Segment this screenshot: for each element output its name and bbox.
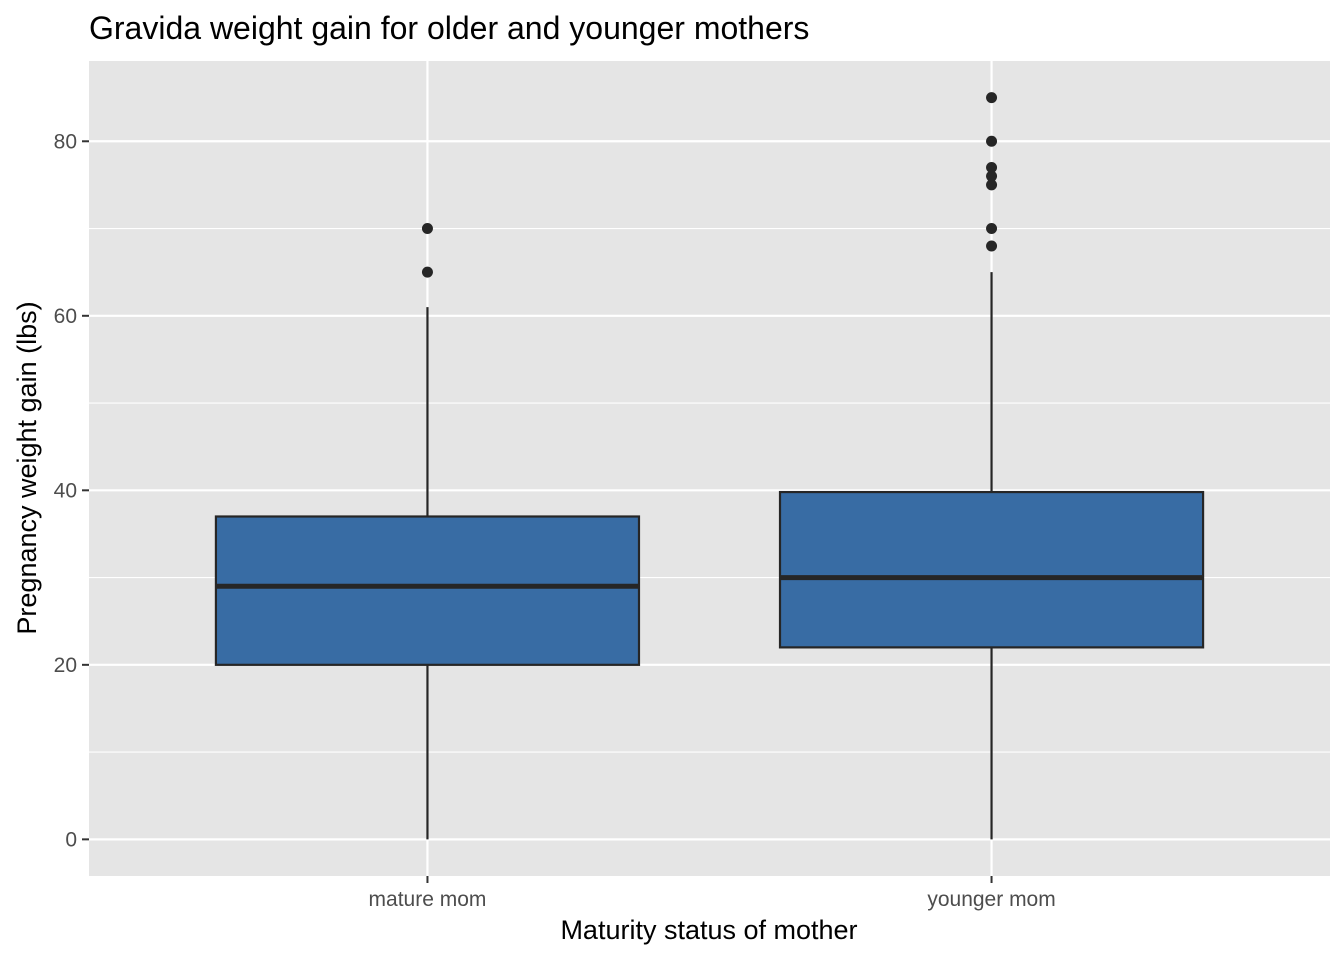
outlier-point (986, 179, 998, 191)
box-iqr (214, 515, 641, 666)
box-iqr (778, 490, 1205, 649)
outlier-point (986, 223, 998, 235)
x-tick-label: mature mom (369, 888, 487, 911)
x-tick-label: younger mom (927, 888, 1055, 911)
plot-panel (89, 61, 1330, 876)
axes: 0 20 40 60 80 mature mom younger mom (54, 130, 1056, 911)
y-tick-label: 0 (65, 828, 77, 851)
x-axis-title: Maturity status of mother (560, 915, 857, 945)
outlier-point (421, 223, 433, 235)
outlier-point (986, 135, 998, 147)
y-tick-label: 40 (54, 479, 77, 502)
outlier-point (421, 266, 433, 278)
y-tick-label: 60 (54, 305, 77, 328)
y-tick-label: 20 (54, 654, 77, 677)
chart-title: Gravida weight gain for older and younge… (89, 10, 809, 46)
y-axis-title: Pregnancy weight gain (lbs) (12, 301, 42, 634)
outlier-point (986, 170, 998, 182)
outlier-point (986, 92, 998, 104)
boxes (214, 92, 1205, 840)
outlier-point (986, 161, 998, 173)
y-tick-label: 80 (54, 130, 77, 153)
box-group (214, 223, 641, 840)
outlier-point (986, 240, 998, 252)
box-group (778, 92, 1205, 840)
